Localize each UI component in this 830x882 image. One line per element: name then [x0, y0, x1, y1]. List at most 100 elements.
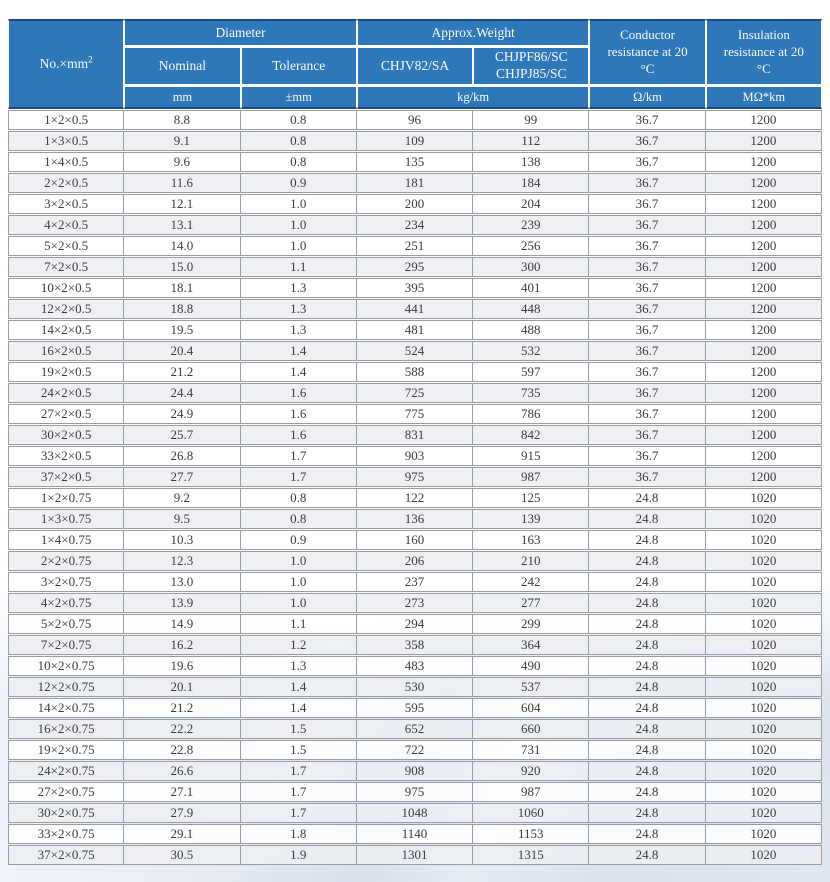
table-row: 1×3×0.75 9.5 0.8 136 139 24.8 1020: [8, 509, 822, 529]
cell: 24.8: [589, 824, 706, 844]
unit-ohm-km: Ω/km: [589, 86, 706, 109]
cell: 16.2: [124, 635, 241, 655]
cell: 1020: [705, 593, 822, 613]
cell: 12.1: [124, 194, 241, 214]
cell: 15.0: [124, 257, 241, 277]
cell: 1020: [705, 740, 822, 760]
cell: 237: [356, 572, 474, 592]
cell: 735: [473, 383, 590, 403]
cell: 842: [473, 425, 590, 445]
cell: 1048: [356, 803, 474, 823]
cell: 27.7: [124, 467, 241, 487]
cell: 96: [356, 110, 474, 130]
cell: 831: [356, 425, 474, 445]
cell: 24.8: [589, 530, 706, 550]
cell: 242: [473, 572, 590, 592]
cell: 204: [473, 194, 590, 214]
cell: 0.8: [240, 131, 357, 151]
cell: 24.8: [589, 761, 706, 781]
header-units-row: mm ±mm kg/km Ω/km MΩ*km: [8, 86, 822, 109]
cell: 1020: [705, 572, 822, 592]
table-row: 16×2×0.5 20.4 1.4 524 532 36.7 1200: [8, 341, 822, 361]
table-row: 37×2×0.75 30.5 1.9 1301 1315 24.8 1020: [8, 845, 822, 865]
cell: 22.8: [124, 740, 241, 760]
table-row: 4×2×0.5 13.1 1.0 234 239 36.7 1200: [8, 215, 822, 235]
table-row: 14×2×0.5 19.5 1.3 481 488 36.7 1200: [8, 320, 822, 340]
cell: 135: [356, 152, 474, 172]
cell: 18.8: [124, 299, 241, 319]
cell: 1×3×0.5: [8, 131, 125, 151]
table-row: 24×2×0.5 24.4 1.6 725 735 36.7 1200: [8, 383, 822, 403]
cell: 395: [356, 278, 474, 298]
header-no-sup: 2: [88, 54, 93, 65]
cell: 19.5: [124, 320, 241, 340]
cell: 30×2×0.75: [8, 803, 125, 823]
cell: 9.2: [124, 488, 241, 508]
cell: 1.3: [240, 299, 357, 319]
cell: 1.8: [240, 824, 357, 844]
cell: 1200: [705, 278, 822, 298]
cell: 7×2×0.75: [8, 635, 125, 655]
cell: 532: [473, 341, 590, 361]
cell: 1×2×0.5: [8, 110, 125, 130]
cell: 9.6: [124, 152, 241, 172]
cell: 294: [356, 614, 474, 634]
cell: 908: [356, 761, 474, 781]
cell: 1.7: [240, 782, 357, 802]
cell: 537: [473, 677, 590, 697]
cell: 1.9: [240, 845, 357, 865]
cell: 722: [356, 740, 474, 760]
cell: 401: [473, 278, 590, 298]
cell: 36.7: [589, 299, 706, 319]
cell: 5×2×0.75: [8, 614, 125, 634]
cell: 1200: [705, 299, 822, 319]
cell: 295: [356, 257, 474, 277]
cell: 1020: [705, 803, 822, 823]
cell: 1020: [705, 761, 822, 781]
cell: 1.2: [240, 635, 357, 655]
cell: 1×2×0.75: [8, 488, 125, 508]
cell: 1020: [705, 509, 822, 529]
table-row: 37×2×0.5 27.7 1.7 975 987 36.7 1200: [8, 467, 822, 487]
table-row: 33×2×0.75 29.1 1.8 1140 1153 24.8 1020: [8, 824, 822, 844]
unit-mm: mm: [124, 86, 241, 109]
header-row-2: Nominal Tolerance CHJV82/SA CHJPF86/SC C…: [8, 47, 822, 85]
cell: 1200: [705, 110, 822, 130]
cell: 1.6: [240, 425, 357, 445]
table-row: 7×2×0.5 15.0 1.1 295 300 36.7 1200: [8, 257, 822, 277]
cell: 30.5: [124, 845, 241, 865]
cell: 1.4: [240, 677, 357, 697]
cell: 4×2×0.5: [8, 215, 125, 235]
cell: 1.7: [240, 446, 357, 466]
header-diameter: Diameter: [124, 19, 357, 46]
cell: 24.8: [589, 509, 706, 529]
cell: 13.1: [124, 215, 241, 235]
cell: 488: [473, 320, 590, 340]
cell: 595: [356, 698, 474, 718]
cell: 24.8: [589, 698, 706, 718]
cell: 9.5: [124, 509, 241, 529]
cell: 441: [356, 299, 474, 319]
cell: 0.8: [240, 152, 357, 172]
cell: 19.6: [124, 656, 241, 676]
cell: 299: [473, 614, 590, 634]
cell: 1.0: [240, 236, 357, 256]
cell: 1301: [356, 845, 474, 865]
cell: 1020: [705, 551, 822, 571]
cell: 1.3: [240, 656, 357, 676]
cell: 36.7: [589, 425, 706, 445]
cell: 125: [473, 488, 590, 508]
header-nominal: Nominal: [124, 47, 241, 85]
cell: 483: [356, 656, 474, 676]
cell: 256: [473, 236, 590, 256]
cell: 731: [473, 740, 590, 760]
cell: 14×2×0.5: [8, 320, 125, 340]
table-row: 16×2×0.75 22.2 1.5 652 660 24.8 1020: [8, 719, 822, 739]
cell: 1.0: [240, 572, 357, 592]
cell: 36.7: [589, 467, 706, 487]
cell: 36.7: [589, 215, 706, 235]
cell: 24.8: [589, 803, 706, 823]
cell: 1.3: [240, 320, 357, 340]
cell: 24.8: [589, 635, 706, 655]
table-row: 5×2×0.5 14.0 1.0 251 256 36.7 1200: [8, 236, 822, 256]
